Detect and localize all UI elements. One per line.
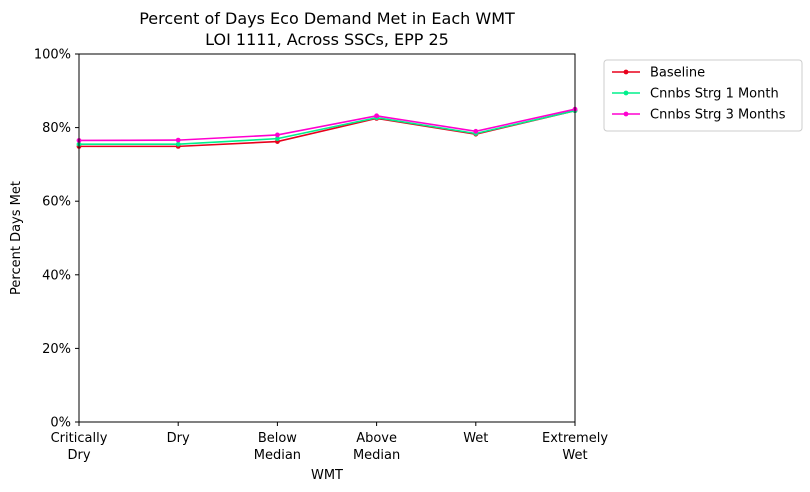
plot-area <box>76 106 578 149</box>
x-axis-label: WMT <box>311 468 343 483</box>
y-tick-label: 100% <box>34 48 71 63</box>
data-point-2-1 <box>175 137 181 143</box>
x-tick-label: Dry <box>67 448 90 463</box>
chart-title-line2: LOI 1111, Across SSCs, EPP 25 <box>205 30 449 49</box>
x-tick-label: Wet <box>562 448 587 463</box>
x-tick-label: Wet <box>463 431 488 446</box>
plot-frame <box>78 53 576 423</box>
y-tick-label: 40% <box>42 268 71 283</box>
series-line-1 <box>79 109 576 145</box>
data-point-2-4 <box>473 128 479 134</box>
x-tick-label: Critically <box>51 431 108 446</box>
x-tick-label: Dry <box>167 431 190 446</box>
legend-swatch-marker-2 <box>623 111 629 117</box>
legend-swatch-marker-1 <box>623 90 629 96</box>
legend-swatch-marker-0 <box>623 69 629 75</box>
data-point-1-1 <box>175 141 181 147</box>
series-line-2 <box>78 108 576 142</box>
y-tick-label: 60% <box>42 195 71 210</box>
legend-label-1: Cnnbs Strg 1 Month <box>650 87 779 102</box>
legend: Baseline Cnnbs Strg 1 Month Cnnbs Strg 3 M… <box>603 59 803 132</box>
data-point-2-2 <box>275 132 280 138</box>
legend-label-2: Cnnbs Strg 3 Months <box>650 108 786 123</box>
chart-title-line1: Percent of Days Eco Demand Met in Each W… <box>139 9 515 28</box>
data-point-1-2 <box>275 136 280 142</box>
y-axis-label: Percent Days Met <box>9 181 24 295</box>
x-tick-label: Median <box>254 448 301 463</box>
x-tick-label: Extremely <box>542 431 608 446</box>
y-tick-label: 20% <box>42 342 71 357</box>
x-tick-label: Median <box>353 448 400 463</box>
y-tick-label: 0% <box>50 416 71 431</box>
data-point-2-3 <box>374 113 379 119</box>
legend-box <box>603 59 803 132</box>
axes: 0% 20% 40% 60% 80% 100% Critically Dry Dry Below M… <box>34 48 608 464</box>
legend-label-0: Baseline <box>650 66 705 81</box>
x-tick-label: Above <box>356 431 397 446</box>
x-tick-label: Below <box>258 431 297 446</box>
y-tick-label: 80% <box>42 121 71 136</box>
